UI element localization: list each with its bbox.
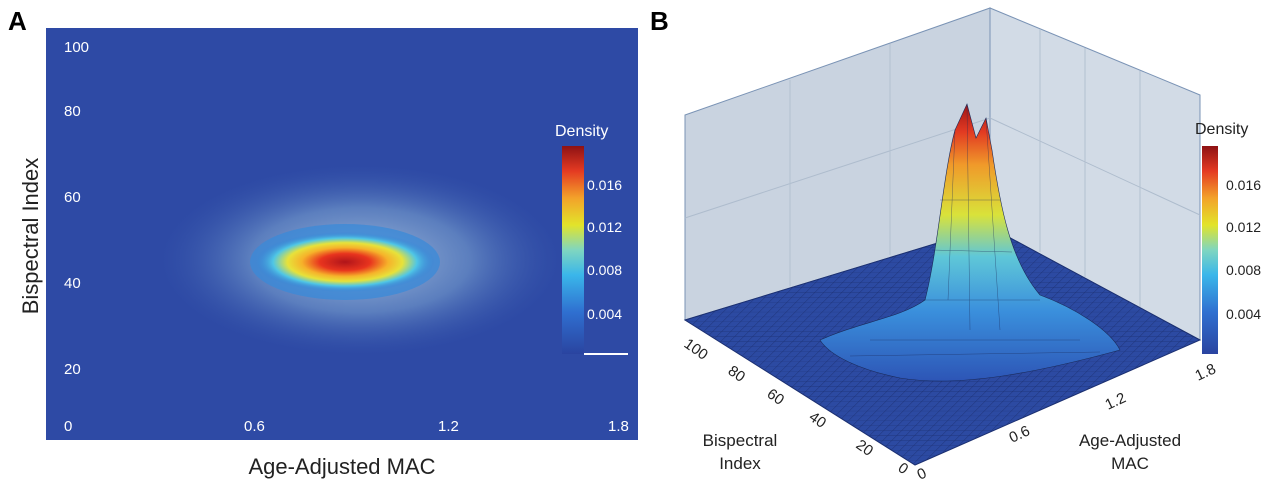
surface-y-tick: 80	[725, 362, 748, 385]
surface-colorbar-tick: 0.016	[1226, 177, 1261, 193]
surface-colorbar-tick: 0.008	[1226, 262, 1261, 278]
surface-x-tick: 1.2	[1103, 389, 1129, 413]
surface-colorbar-tick: 0.012	[1226, 219, 1261, 235]
heatmap-y-tick: 100	[64, 39, 89, 56]
heatmap-colorbar-tick: 0.004	[587, 306, 622, 322]
heatmap-y-ticks: 100 80 60 40 20	[64, 39, 89, 378]
heatmap-colorbar-tick: 0.012	[587, 219, 622, 235]
heatmap-x-ticks: 0 0.6 1.2 1.8	[64, 418, 629, 435]
surface-y-tick: 100	[681, 335, 711, 363]
heatmap-x-tick: 1.8	[608, 418, 629, 435]
surface-x-tick: 1.8	[1193, 360, 1219, 384]
surface-colorbar-tick: 0.004	[1226, 306, 1261, 322]
surface-y-axis-label-line2: Index	[719, 454, 761, 473]
surface-y-tick: 40	[806, 408, 829, 431]
panel-a-heatmap: 100 80 60 40 20 0 0.6 1.2 1.8 Density 0.…	[18, 28, 638, 479]
surface-colorbar-label: Density	[1195, 121, 1248, 138]
surface-wall-gridline	[989, 117, 1201, 216]
density-peak-region	[255, 232, 435, 292]
surface-x-tick: 0	[915, 465, 930, 482]
heatmap-colorbar	[562, 146, 584, 354]
surface-y-tick: 60	[764, 385, 787, 408]
heatmap-x-axis-label: Age-Adjusted MAC	[248, 454, 435, 479]
heatmap-colorbar-label: Density	[555, 123, 608, 140]
surface-wall-gridline	[684, 117, 991, 219]
surface-mesh-lines	[849, 103, 1101, 357]
surface-colorbar	[1202, 146, 1218, 354]
panel-b-label: B	[650, 6, 669, 36]
heatmap-x-tick: 0	[64, 418, 72, 435]
surface-y-tick: 0	[895, 459, 912, 478]
heatmap-colorbar-tick: 0.008	[587, 262, 622, 278]
panel-b-surface: Density 0.016 0.012 0.008 0.004 100 80 6…	[681, 7, 1261, 482]
surface-x-tick: 0.6	[1007, 422, 1033, 446]
heatmap-y-axis-label: Bispectral Index	[18, 158, 43, 315]
heatmap-y-tick: 60	[64, 189, 81, 206]
heatmap-y-tick: 20	[64, 361, 81, 378]
heatmap-x-tick: 1.2	[438, 418, 459, 435]
density-surface-peak	[819, 103, 1121, 382]
heatmap-y-tick: 40	[64, 275, 81, 292]
surface-x-axis-label-line2: MAC	[1111, 454, 1149, 473]
surface-y-axis-label-line1: Bispectral	[703, 431, 778, 450]
panel-a-label: A	[8, 6, 27, 36]
heatmap-y-tick: 80	[64, 103, 81, 120]
surface-y-tick: 20	[853, 436, 876, 459]
heatmap-colorbar-tick: 0.016	[587, 177, 622, 193]
heatmap-x-tick: 0.6	[244, 418, 265, 435]
surface-x-axis-label-line1: Age-Adjusted	[1079, 431, 1181, 450]
